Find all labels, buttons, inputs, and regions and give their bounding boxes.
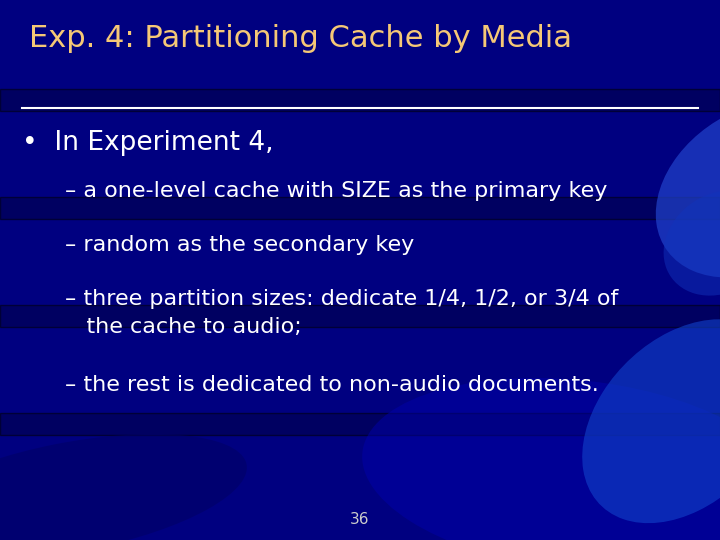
FancyBboxPatch shape [0, 197, 720, 219]
FancyBboxPatch shape [0, 89, 720, 111]
FancyBboxPatch shape [0, 413, 720, 435]
Text: 36: 36 [350, 511, 370, 526]
Text: – random as the secondary key: – random as the secondary key [65, 235, 414, 255]
Text: – a one-level cache with SIZE as the primary key: – a one-level cache with SIZE as the pri… [65, 181, 607, 201]
Text: Exp. 4: Partitioning Cache by Media: Exp. 4: Partitioning Cache by Media [29, 24, 572, 53]
Ellipse shape [656, 100, 720, 278]
Ellipse shape [362, 378, 720, 540]
Text: – the rest is dedicated to non-audio documents.: – the rest is dedicated to non-audio doc… [65, 375, 598, 395]
Ellipse shape [0, 434, 247, 540]
Text: – three partition sizes: dedicate 1/4, 1/2, or 3/4 of
   the cache to audio;: – three partition sizes: dedicate 1/4, 1… [65, 289, 618, 337]
FancyBboxPatch shape [0, 305, 720, 327]
Ellipse shape [582, 319, 720, 523]
Ellipse shape [664, 191, 720, 295]
Text: •  In Experiment 4,: • In Experiment 4, [22, 130, 273, 156]
